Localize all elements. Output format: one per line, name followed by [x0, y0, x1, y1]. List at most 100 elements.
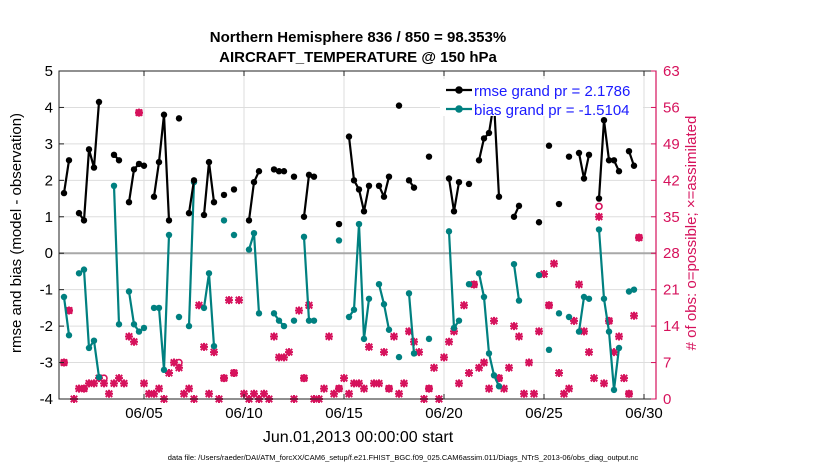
- x-tick-label: 06/05: [125, 405, 163, 422]
- obs-assimilated-point: [445, 337, 453, 346]
- rmse-point: [455, 178, 463, 186]
- rmse-point: [75, 209, 83, 217]
- obs-assimilated-point: [65, 306, 73, 315]
- bias-point: [175, 313, 183, 321]
- obs-assimilated-point: [260, 389, 268, 398]
- obs-assimilated-point: [465, 368, 473, 377]
- rmse-point: [185, 209, 193, 217]
- bias-point: [425, 335, 433, 343]
- bias-point: [200, 304, 208, 312]
- rmse-point: [245, 217, 253, 224]
- bias-point: [355, 220, 363, 228]
- x-tick-label: 06/15: [325, 405, 363, 422]
- obs-assimilated-point: [535, 327, 543, 336]
- rmse-point: [230, 186, 238, 193]
- obs-assimilated-point: [85, 379, 93, 388]
- obs-assimilated-point: [430, 363, 438, 372]
- obs-assimilated-point: [510, 322, 518, 331]
- obs-assimilated-point: [90, 379, 98, 388]
- obs-assimilated-point: [270, 332, 278, 341]
- obs-assimilated-point: [400, 379, 408, 388]
- obs-assimilated-point: [150, 389, 158, 398]
- y-tick-label-right: 0: [663, 391, 671, 408]
- obs-assimilated-point: [135, 108, 143, 117]
- obs-assimilated-point: [585, 348, 593, 357]
- bias-point: [360, 335, 368, 343]
- y-axis-label-right: # of obs: o=possible; ×=assimilated: [683, 116, 700, 351]
- obs-assimilated-point: [450, 327, 458, 336]
- obs-assimilated-point: [235, 296, 243, 305]
- rmse-point: [405, 177, 413, 184]
- rmse-point: [445, 175, 453, 182]
- y-axis-label-left: rmse and bias (model - observation): [8, 113, 25, 353]
- obs-assimilated-point: [525, 358, 533, 367]
- bias-point: [350, 306, 358, 313]
- bias-point: [615, 344, 623, 352]
- obs-assimilated-point: [370, 379, 378, 388]
- bias-point: [575, 328, 583, 335]
- rmse-point: [210, 199, 218, 206]
- rmse-point: [450, 208, 458, 215]
- bias-line: [512, 264, 521, 301]
- bias-point: [345, 313, 353, 321]
- bias-point: [80, 266, 88, 273]
- obs-assimilated-point: [600, 379, 608, 388]
- obs-assimilated-point: [200, 342, 208, 351]
- data-series: [60, 98, 643, 403]
- bias-point: [365, 295, 373, 302]
- bias-point: [65, 332, 73, 339]
- obs-possible-point: [595, 202, 603, 211]
- obs-assimilated-point: [555, 368, 563, 377]
- bias-point: [535, 271, 543, 279]
- obs-assimilated-point: [390, 332, 398, 341]
- rmse-point: [485, 129, 493, 137]
- bias-point: [610, 386, 618, 394]
- bias-point: [625, 288, 633, 295]
- bias-point: [580, 293, 588, 301]
- y-tick-label-left: -2: [40, 318, 53, 335]
- footer-data-file: data file: /Users/raeder/DAI/ATM_forcXX/…: [168, 453, 639, 462]
- x-tick-label: 06/30: [625, 405, 663, 422]
- obs-assimilated-point: [75, 384, 83, 393]
- bias-point: [245, 246, 253, 253]
- y-tick-label-right: 28: [663, 245, 680, 262]
- obs-assimilated-point: [605, 316, 613, 325]
- rmse-point: [395, 102, 403, 109]
- bias-point: [475, 270, 483, 277]
- chart-title-line1: Northern Hemisphere 836 / 850 = 98.353%: [210, 29, 506, 46]
- obs-assimilated-point: [355, 379, 363, 388]
- y-tick-label-left: -3: [40, 355, 53, 372]
- rmse-point: [360, 208, 368, 215]
- obs-assimilated-point: [340, 374, 348, 383]
- rmse-point: [565, 153, 573, 160]
- obs-assimilated-point: [110, 379, 118, 388]
- obs-assimilated-point: [470, 280, 478, 289]
- bias-line: [62, 296, 71, 336]
- obs-assimilated-point: [385, 384, 393, 393]
- rmse-line: [62, 160, 71, 194]
- bias-point: [90, 337, 98, 344]
- obs-assimilated-point: [80, 384, 88, 393]
- bias-point: [375, 281, 383, 288]
- obs-assimilated-point: [185, 384, 193, 393]
- obs-assimilated-point: [250, 389, 258, 398]
- bias-line: [112, 185, 121, 325]
- rmse-point: [600, 117, 608, 124]
- x-axis-label: Jun.01,2013 00:00:00 start: [263, 429, 454, 446]
- rmse-point: [545, 142, 553, 149]
- legend-rmse-label: rmse grand pr = 2.1786: [474, 83, 630, 100]
- obs-assimilated-point: [615, 332, 623, 341]
- rmse-line: [247, 170, 261, 221]
- obs-assimilated-point: [205, 389, 213, 398]
- rmse-point: [110, 151, 118, 159]
- obs-assimilated-point: [175, 363, 183, 372]
- bias-point: [220, 217, 228, 224]
- obs-assimilated-point: [130, 337, 138, 346]
- obs-assimilated-point: [580, 327, 588, 336]
- obs-assimilated-point: [230, 368, 238, 377]
- obs-assimilated-point: [125, 332, 133, 341]
- rmse-point: [375, 182, 383, 189]
- bias-point: [605, 328, 613, 335]
- y-tick-label-left: 1: [45, 209, 53, 226]
- bias-point: [155, 304, 163, 312]
